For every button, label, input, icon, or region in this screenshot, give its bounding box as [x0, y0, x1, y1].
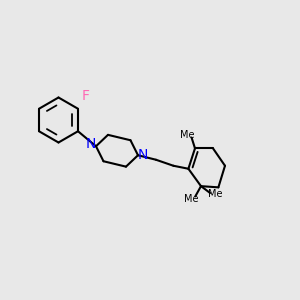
- Text: Me: Me: [180, 130, 194, 140]
- Text: N: N: [138, 148, 148, 162]
- Text: Me: Me: [184, 194, 199, 204]
- Text: N: N: [86, 137, 96, 152]
- Text: F: F: [82, 89, 90, 103]
- Text: Me: Me: [208, 190, 223, 200]
